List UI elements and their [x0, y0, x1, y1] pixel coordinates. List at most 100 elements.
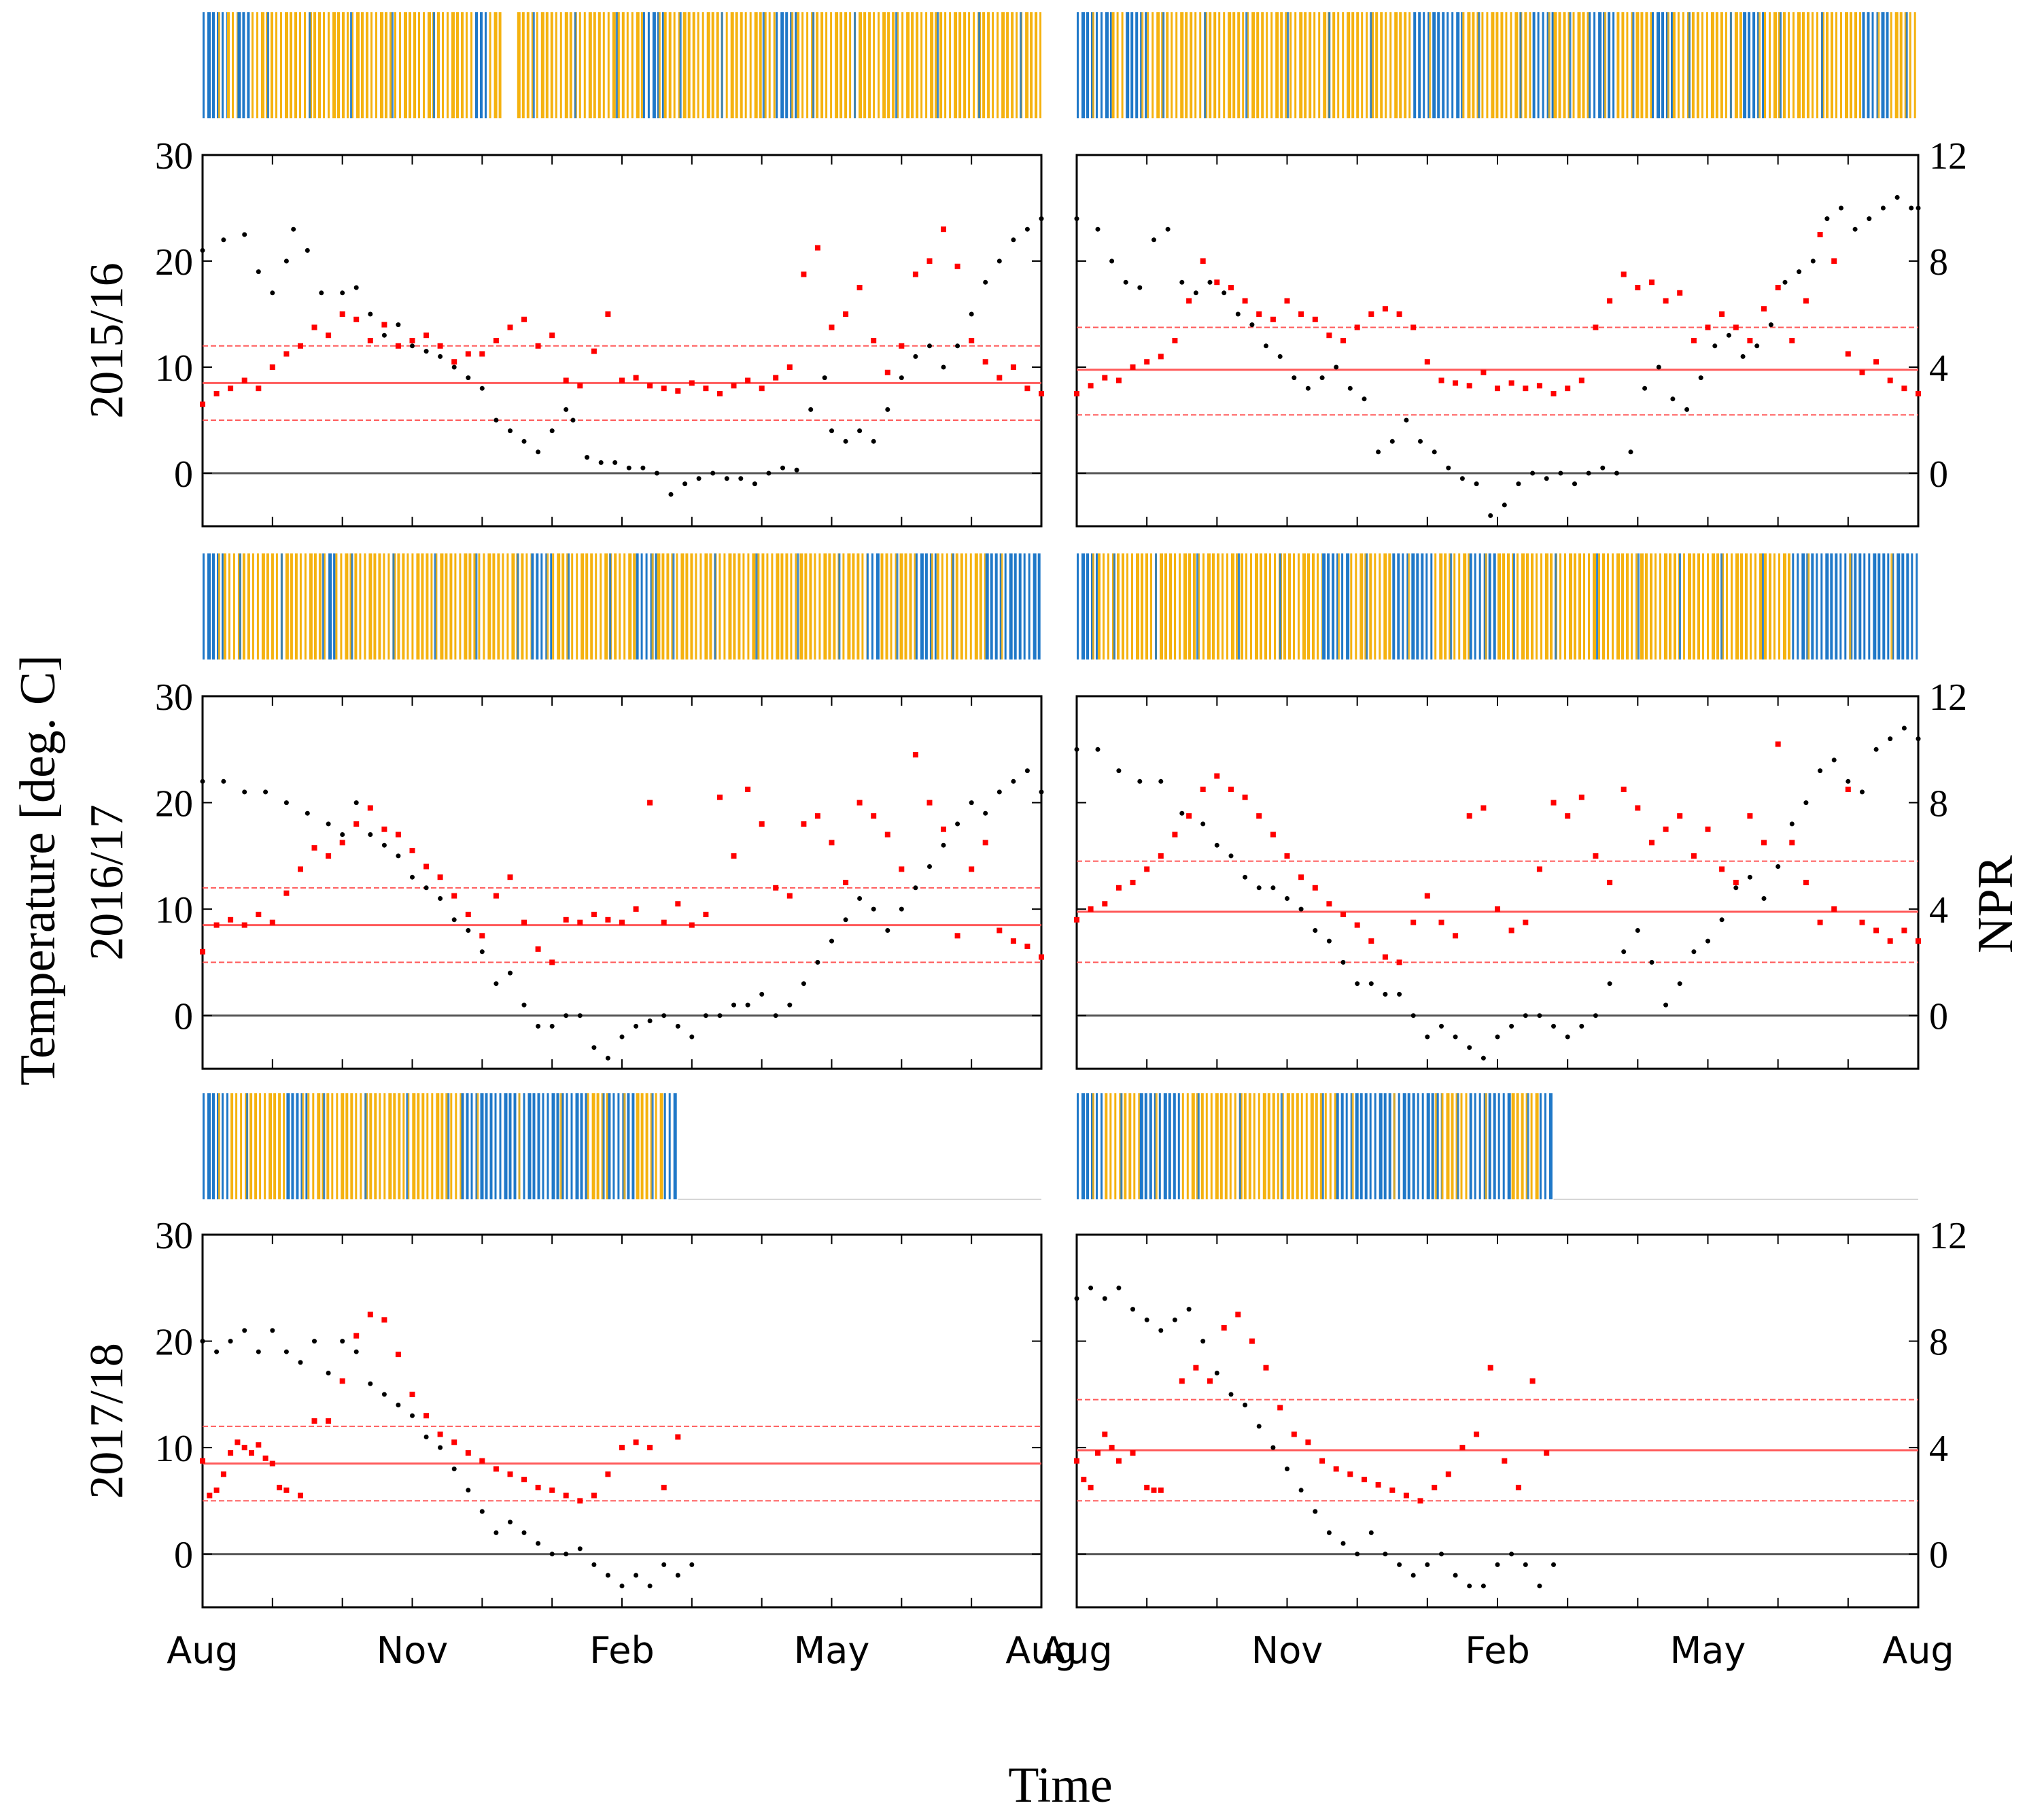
- strip-stripe-blue: [636, 553, 639, 659]
- strip-stripe-orange: [718, 553, 721, 659]
- y-tick-label-temperature: 30: [155, 676, 193, 719]
- strip-stripe-blue: [920, 553, 924, 659]
- strip-stripe-blue: [1177, 1093, 1180, 1199]
- temperature-point: [1488, 513, 1493, 518]
- npr-point: [1438, 377, 1444, 383]
- strip-stripe-blue: [776, 12, 778, 118]
- temperature-point: [423, 1435, 429, 1439]
- strip-stripe-orange: [271, 553, 274, 659]
- strip-stripe-orange: [701, 12, 704, 118]
- strip-stripe-blue: [1081, 12, 1085, 118]
- strip-stripe-orange: [489, 12, 491, 118]
- y-tick-label-temperature: 20: [155, 241, 193, 284]
- strip-stripe-orange: [1098, 553, 1101, 659]
- strip-stripe-blue: [1009, 553, 1013, 659]
- temperature-point: [340, 1339, 345, 1344]
- strip-stripe-blue: [286, 1093, 290, 1199]
- strip-stripe-orange: [1213, 12, 1217, 118]
- strip-stripe-orange: [1467, 12, 1471, 118]
- temperature-point: [885, 928, 890, 933]
- strip-stripe-orange: [866, 553, 867, 659]
- strip-stripe-orange: [619, 553, 621, 659]
- npr-point: [1565, 386, 1571, 392]
- strip-stripe-orange: [1826, 12, 1829, 118]
- temperature-point: [298, 1360, 303, 1365]
- npr-point: [241, 1445, 247, 1451]
- strip-stripe-blue: [1416, 553, 1419, 659]
- strip-stripe-blue: [1398, 1093, 1400, 1199]
- strip-stripe-orange: [1497, 553, 1501, 659]
- strip-stripe-blue: [508, 1093, 512, 1199]
- temperature-point: [368, 1381, 373, 1386]
- strip-stripe-accent: [937, 12, 939, 118]
- strip-stripe-orange: [1011, 12, 1014, 118]
- temperature-point: [1509, 1023, 1514, 1029]
- strip-stripe-orange: [1616, 553, 1620, 659]
- strip-stripe-orange: [1131, 553, 1133, 659]
- strip-stripe-orange: [1788, 12, 1790, 118]
- strip-stripe-orange: [1375, 12, 1379, 118]
- npr-point: [801, 821, 807, 827]
- strip-stripe-accent: [517, 553, 519, 659]
- npr-point: [871, 813, 877, 819]
- strip-stripe-orange: [1321, 553, 1323, 659]
- strip-stripe-orange: [456, 12, 459, 118]
- strip-stripe-accent: [1849, 553, 1852, 659]
- temperature-point: [1235, 311, 1241, 317]
- npr-point: [1228, 285, 1234, 290]
- strip-stripe-orange: [768, 12, 771, 118]
- npr-point: [619, 377, 625, 383]
- strip-stripe-orange: [1559, 553, 1561, 659]
- strip-stripe-orange: [878, 12, 880, 118]
- npr-point: [1151, 1487, 1157, 1493]
- strip-stripe-orange: [275, 553, 278, 659]
- temperature-point: [1551, 1562, 1556, 1567]
- temperature-point: [1446, 465, 1451, 470]
- temperature-point: [1425, 1034, 1430, 1040]
- npr-point: [773, 885, 779, 891]
- strip-stripe-blue: [1797, 553, 1799, 659]
- strip-stripe-orange: [1446, 1093, 1450, 1199]
- plot-frame: [1075, 695, 1920, 1070]
- strip-stripe-orange: [1193, 553, 1196, 659]
- strip-stripe-accent: [1328, 12, 1331, 118]
- temperature-point: [396, 1403, 401, 1407]
- strip-stripe-blue: [1652, 12, 1654, 118]
- npr-point: [1179, 1378, 1185, 1384]
- strip-stripe-orange: [680, 553, 685, 659]
- strip-stripe-orange: [1578, 553, 1581, 659]
- strip-stripe-orange: [1530, 1093, 1533, 1199]
- strip-stripe-blue: [642, 12, 645, 118]
- npr-point: [1024, 943, 1030, 949]
- npr-point: [1024, 386, 1030, 392]
- strip-stripe-blue: [1346, 553, 1350, 659]
- strip-stripe-blue: [1101, 12, 1103, 118]
- strip-stripe-accent: [838, 553, 841, 659]
- strip-stripe-orange: [911, 12, 914, 118]
- strip-stripe-orange: [859, 12, 863, 118]
- strip-stripe-orange: [249, 1093, 253, 1199]
- strip-stripe-accent: [1434, 1093, 1437, 1199]
- strip-stripe-blue: [1820, 553, 1823, 659]
- npr-point: [1529, 1378, 1536, 1384]
- npr-point: [1354, 324, 1360, 330]
- strip-stripe-orange: [1726, 553, 1728, 659]
- temperature-point: [969, 311, 974, 317]
- npr-point: [213, 391, 220, 396]
- npr-point: [1312, 316, 1318, 322]
- temperature-point: [305, 247, 310, 253]
- temperature-point: [585, 455, 590, 460]
- npr-point: [409, 1391, 415, 1397]
- temperature-point: [1095, 747, 1101, 752]
- strip-stripe-blue: [795, 12, 797, 118]
- strip-stripe-orange: [1597, 553, 1600, 659]
- strip-stripe-orange: [1253, 1093, 1255, 1199]
- strip-stripe-orange: [273, 1093, 277, 1199]
- x-tick-label: Feb: [589, 1629, 655, 1672]
- plot-frame: [201, 154, 1043, 528]
- temperature-point: [1803, 800, 1809, 806]
- strip-stripe-orange: [1769, 12, 1771, 118]
- strip-stripe-blue: [1154, 1093, 1156, 1199]
- temperature-point: [619, 1583, 625, 1589]
- strip-stripe-orange: [478, 553, 481, 659]
